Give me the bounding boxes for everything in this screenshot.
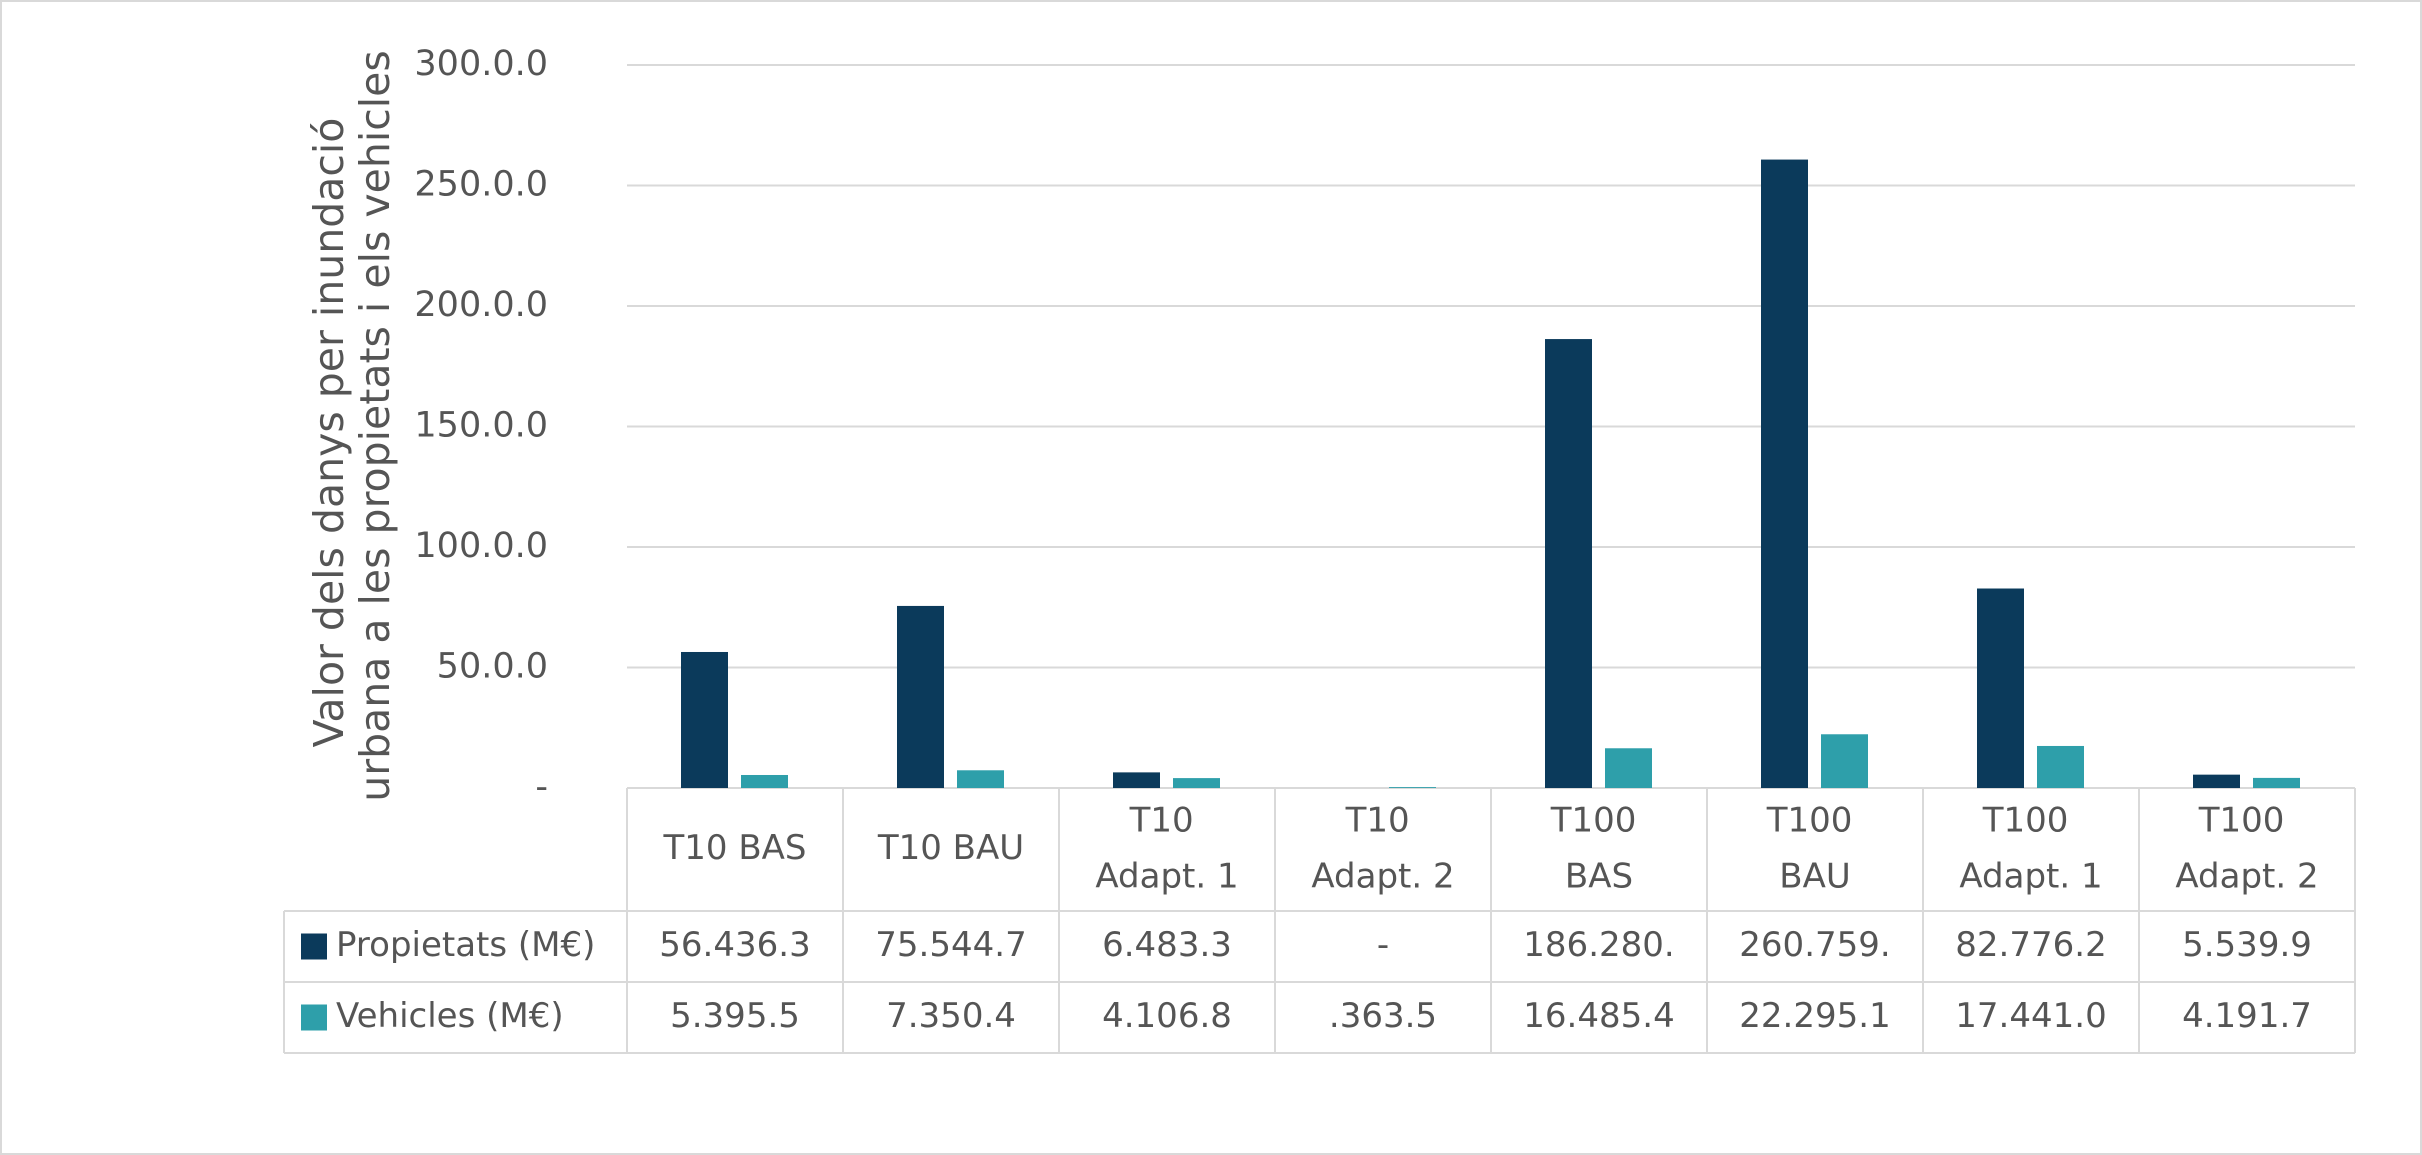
data-label: 260.759. xyxy=(1739,925,1890,965)
x-tick-label: T10 Adapt. 2 xyxy=(1311,800,1454,896)
legend-swatch xyxy=(301,933,327,960)
data-label: 6.483.3 xyxy=(1102,925,1232,965)
data-label: 22.295.1 xyxy=(1739,996,1890,1036)
legend-label: Propietats (M€) xyxy=(336,925,595,965)
bar xyxy=(1605,748,1652,788)
y-tick-label: 150.0.0 xyxy=(414,406,548,446)
data-label: 5.539.9 xyxy=(2182,925,2312,965)
bar xyxy=(1173,778,1220,788)
data-label: .363.5 xyxy=(1329,996,1437,1036)
data-label: - xyxy=(1377,925,1389,965)
bar xyxy=(2037,745,2084,788)
bar xyxy=(2253,777,2300,788)
data-label: 5.395.5 xyxy=(670,996,800,1036)
data-label: 4.106.8 xyxy=(1102,996,1232,1036)
data-label: 16.485.4 xyxy=(1523,996,1674,1036)
legend-label: Vehicles (M€) xyxy=(336,996,564,1036)
bar xyxy=(1113,772,1160,788)
y-tick-label: 250.0.0 xyxy=(414,165,548,205)
bar xyxy=(2193,774,2240,788)
data-label: 7.350.4 xyxy=(886,996,1016,1036)
y-tick-label: 50.0.0 xyxy=(437,647,548,687)
bar xyxy=(741,774,788,788)
data-label: 186.280. xyxy=(1523,925,1674,965)
x-tick-label: T100 BAS xyxy=(1550,800,1647,896)
x-tick-label: T100 Adapt. 1 xyxy=(1959,800,2102,896)
bar xyxy=(897,605,944,788)
y-tick-label: 300.0.0 xyxy=(414,44,548,84)
x-tick-label: T100 BAU xyxy=(1766,800,1863,896)
y-axis-title: Valor dels danys per inundació urbana a … xyxy=(305,50,399,802)
bar xyxy=(681,651,728,788)
y-tick-label: 200.0.0 xyxy=(414,285,548,325)
bar xyxy=(1761,159,1808,789)
x-tick-label: T10 BAS xyxy=(662,828,806,868)
y-tick-label: - xyxy=(535,767,548,807)
bar xyxy=(1977,588,2024,788)
legend-swatch xyxy=(301,1004,327,1031)
bar xyxy=(1389,787,1436,788)
data-label: 82.776.2 xyxy=(1955,925,2106,965)
data-label: 4.191.7 xyxy=(2182,996,2312,1036)
data-label: 56.436.3 xyxy=(659,925,810,965)
bar xyxy=(957,770,1004,788)
x-tick-label: T100 Adapt. 2 xyxy=(2175,800,2318,896)
data-label: 17.441.0 xyxy=(1955,996,2106,1036)
x-tick-label: T10 Adapt. 1 xyxy=(1095,800,1238,896)
bar xyxy=(1545,339,1592,788)
data-label: 75.544.7 xyxy=(875,925,1026,965)
y-tick-label: 100.0.0 xyxy=(414,526,548,566)
bar xyxy=(1821,734,1868,788)
x-tick-label: T10 BAU xyxy=(877,828,1024,868)
